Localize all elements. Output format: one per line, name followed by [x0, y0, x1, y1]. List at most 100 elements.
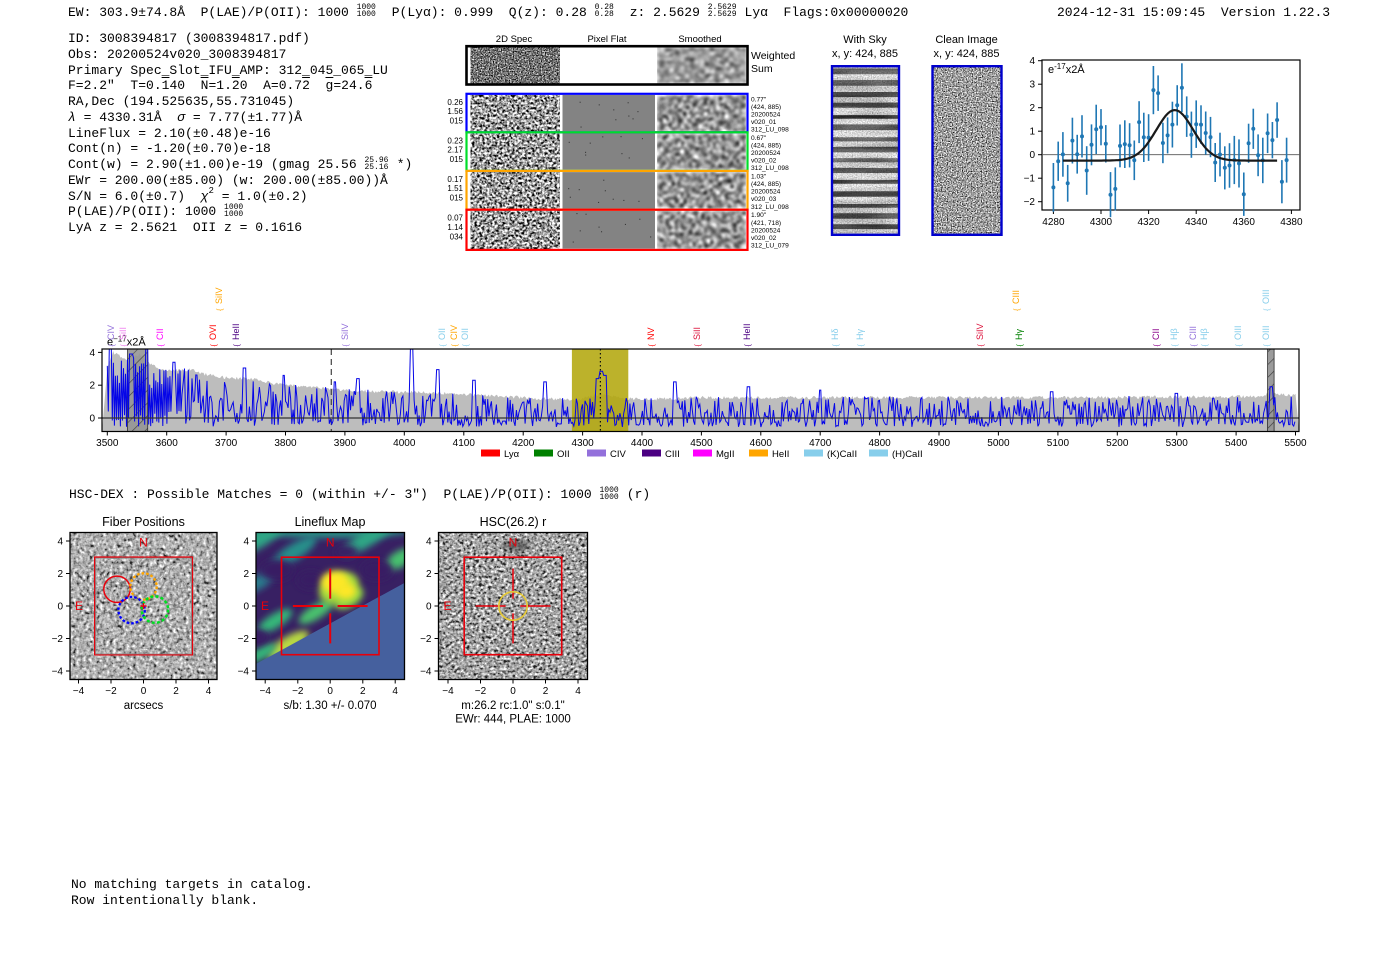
svg-text:{: { [107, 344, 116, 347]
svg-text:20200524: 20200524 [751, 189, 781, 196]
svg-text:{: { [156, 344, 165, 347]
svg-text:015: 015 [450, 155, 464, 164]
svg-text:EWr: 444, PLAE: 1000: EWr: 444, PLAE: 1000 [455, 714, 571, 726]
svg-text:4900: 4900 [928, 438, 951, 449]
svg-text:{: { [1262, 308, 1271, 311]
svg-text:Pixel Flat: Pixel Flat [587, 34, 626, 45]
svg-text:−2: −2 [1024, 197, 1036, 208]
svg-text:E: E [75, 599, 83, 613]
svg-text:Weighted: Weighted [751, 50, 795, 62]
svg-text:HeII: HeII [742, 323, 752, 340]
svg-text:4400: 4400 [631, 438, 654, 449]
svg-text:5500: 5500 [1284, 438, 1307, 449]
svg-text:(424, 885): (424, 885) [751, 181, 781, 188]
svg-text:{: { [856, 344, 865, 347]
svg-text:4800: 4800 [868, 438, 891, 449]
svg-text:0.17: 0.17 [447, 175, 463, 184]
svg-text:Clean Image: Clean Image [935, 34, 997, 46]
svg-text:N: N [326, 536, 335, 550]
svg-text:(421, 718): (421, 718) [751, 220, 781, 227]
svg-text:4100: 4100 [453, 438, 476, 449]
svg-text:4: 4 [206, 686, 212, 697]
svg-text:OIII: OIII [1261, 325, 1271, 340]
svg-text:2: 2 [543, 686, 549, 697]
svg-text:CIII: CIII [1188, 326, 1198, 340]
svg-text:SiII: SiII [692, 327, 702, 340]
svg-text:Hγ: Hγ [855, 329, 865, 340]
svg-text:5000: 5000 [987, 438, 1010, 449]
svg-text:{: { [1200, 344, 1209, 347]
svg-text:312_LU_098: 312_LU_098 [751, 127, 789, 134]
svg-text:2: 2 [426, 569, 432, 580]
svg-text:4600: 4600 [750, 438, 773, 449]
svg-text:312_LU_098: 312_LU_098 [751, 165, 789, 172]
svg-text:OII: OII [437, 328, 447, 340]
svg-text:5100: 5100 [1047, 438, 1070, 449]
svg-text:20200524: 20200524 [751, 150, 781, 157]
svg-text:4: 4 [1029, 56, 1035, 67]
svg-text:0.26: 0.26 [447, 98, 463, 107]
svg-text:x, y: 424, 885: x, y: 424, 885 [832, 48, 898, 60]
svg-text:3700: 3700 [215, 438, 238, 449]
svg-text:{: { [461, 344, 470, 347]
svg-text:Lineflux Map: Lineflux Map [295, 515, 366, 529]
svg-text:4360: 4360 [1233, 217, 1256, 228]
svg-text:3800: 3800 [274, 438, 297, 449]
svg-text:1.14: 1.14 [447, 223, 463, 232]
svg-text:20200524: 20200524 [751, 227, 781, 234]
svg-text:4500: 4500 [690, 438, 713, 449]
svg-text:{: { [647, 344, 656, 347]
svg-text:1.56: 1.56 [447, 107, 463, 116]
svg-text:0.23: 0.23 [447, 136, 463, 145]
svg-text:s/b: 1.30 +/- 0.070: s/b: 1.30 +/- 0.070 [283, 700, 376, 712]
svg-text:4: 4 [575, 686, 581, 697]
svg-text:−4: −4 [259, 686, 271, 697]
svg-text:{: { [450, 344, 459, 347]
svg-text:{: { [232, 344, 241, 347]
svg-text:−4: −4 [73, 686, 85, 697]
svg-text:{: { [1170, 344, 1179, 347]
svg-text:CII: CII [155, 328, 165, 340]
svg-text:−4: −4 [238, 667, 250, 678]
svg-text:4320: 4320 [1137, 217, 1160, 228]
svg-text:0: 0 [1029, 150, 1035, 161]
svg-text:0: 0 [57, 602, 63, 613]
svg-text:SiII: SiII [118, 327, 128, 340]
svg-text:v020_02: v020_02 [751, 235, 777, 242]
svg-text:4300: 4300 [1090, 217, 1113, 228]
svg-text:4: 4 [89, 348, 95, 359]
svg-text:Smoothed: Smoothed [678, 34, 721, 45]
svg-text:0: 0 [243, 602, 249, 613]
svg-text:2.17: 2.17 [447, 146, 463, 155]
svg-text:015: 015 [450, 116, 464, 125]
svg-text:2: 2 [89, 381, 95, 392]
svg-text:4300: 4300 [571, 438, 594, 449]
svg-text:{: { [1189, 344, 1198, 347]
svg-text:0.77": 0.77" [751, 96, 767, 103]
svg-text:Sum: Sum [751, 63, 773, 75]
svg-text:4: 4 [57, 537, 63, 548]
svg-text:{: { [1152, 344, 1161, 347]
svg-text:HeII: HeII [772, 449, 789, 460]
svg-text:312_LU_098: 312_LU_098 [751, 204, 789, 211]
svg-text:3500: 3500 [96, 438, 119, 449]
svg-text:2: 2 [360, 686, 366, 697]
svg-text:3: 3 [1029, 80, 1035, 91]
svg-text:−2: −2 [105, 686, 117, 697]
svg-text:0: 0 [327, 686, 333, 697]
svg-text:{: { [438, 344, 447, 347]
svg-text:{: { [831, 344, 840, 347]
svg-text:3600: 3600 [156, 438, 179, 449]
svg-text:−1: −1 [1024, 174, 1036, 185]
svg-text:Lyα: Lyα [504, 449, 520, 460]
svg-text:N: N [139, 536, 148, 550]
svg-text:OII: OII [557, 449, 570, 460]
svg-text:1.03": 1.03" [751, 173, 767, 180]
svg-text:{: { [209, 344, 218, 347]
svg-text:−2: −2 [475, 686, 487, 697]
svg-text:{: { [341, 344, 350, 347]
svg-text:MgII: MgII [716, 449, 734, 460]
svg-text:(424, 885): (424, 885) [751, 104, 781, 111]
svg-text:m:26.2 rc:1.0" s:0.1": m:26.2 rc:1.0" s:0.1" [461, 700, 564, 712]
svg-text:v020_03: v020_03 [751, 196, 777, 203]
